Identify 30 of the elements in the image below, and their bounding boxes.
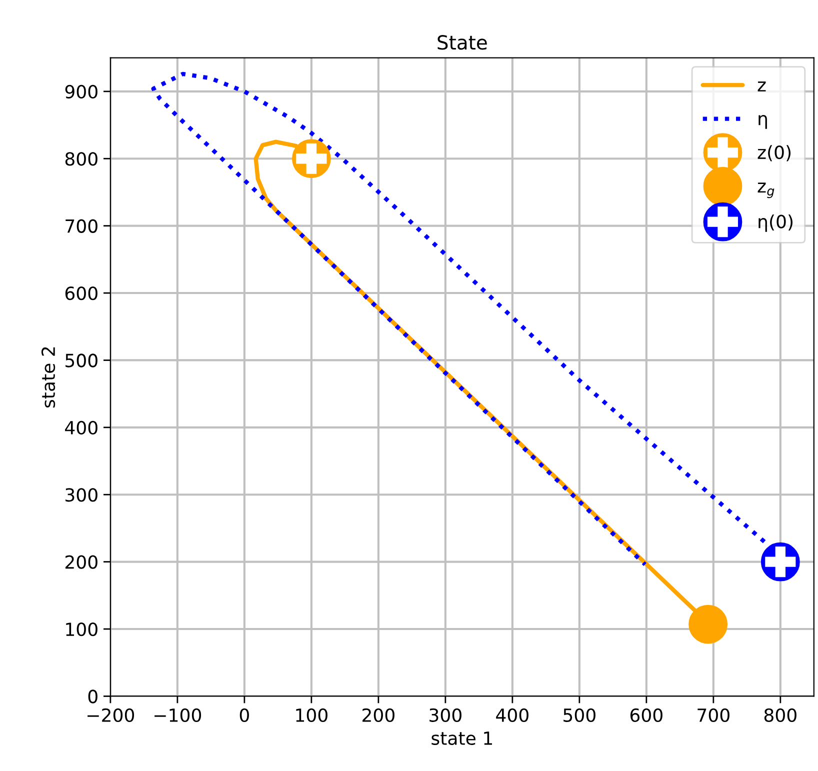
- y-tick-label: 0: [88, 690, 98, 704]
- y-tick-label: 900: [65, 84, 98, 99]
- x-tick-label: −100: [154, 708, 202, 722]
- x-tick-label: 200: [362, 708, 394, 722]
- legend-label: z: [758, 82, 766, 92]
- legend-label: z(0): [758, 145, 791, 162]
- x-tick-label: 700: [698, 708, 730, 722]
- y-tick-label: 700: [66, 219, 98, 233]
- x-tick-label: 300: [430, 708, 462, 722]
- x-tick-label: 400: [496, 708, 528, 722]
- x-tick-label: 100: [296, 708, 328, 722]
- point: [688, 604, 728, 644]
- x-axis-title: state 1: [432, 732, 492, 746]
- x-tick-label: −200: [88, 708, 134, 722]
- y-tick-label: 100: [66, 622, 98, 636]
- y-tick-label: 600: [65, 286, 98, 300]
- x-tick-label: 800: [764, 708, 796, 722]
- y-tick-label: 500: [66, 354, 98, 368]
- x-tick-label: 0: [240, 708, 249, 722]
- legend-label: η(0): [758, 214, 792, 232]
- y-axis-title: state 2: [41, 347, 56, 408]
- legend-label: η: [758, 115, 767, 129]
- y-tick-label: 300: [66, 488, 98, 502]
- chart-title: State: [438, 35, 487, 50]
- x-tick-label: 600: [630, 708, 662, 722]
- y-tick-label: 400: [65, 420, 98, 435]
- x-tick-label: 500: [564, 708, 596, 722]
- y-tick-label: 800: [65, 152, 98, 166]
- legend-label: z$_{g}$: [758, 182, 774, 198]
- y-tick-label: 200: [65, 555, 98, 569]
